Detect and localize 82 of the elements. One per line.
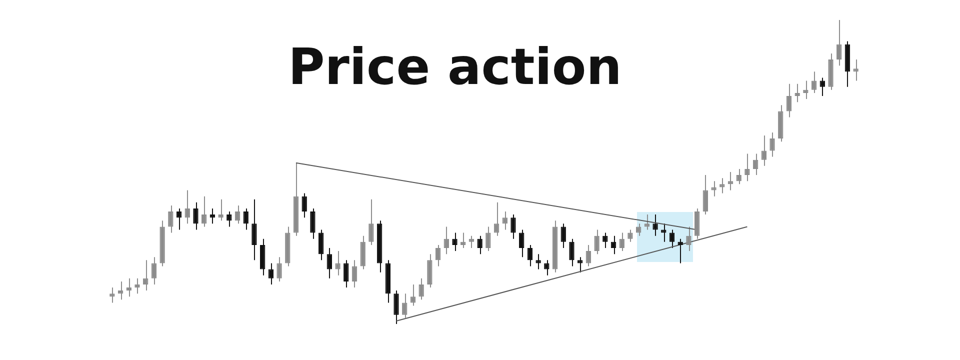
candlestick xyxy=(477,235,482,255)
candlestick xyxy=(527,244,533,267)
candlestick xyxy=(402,293,408,318)
candlestick xyxy=(210,208,216,224)
candlestick xyxy=(644,214,650,230)
candlestick xyxy=(318,229,324,261)
candlestick xyxy=(836,20,842,66)
candlestick xyxy=(686,226,692,252)
candlestick xyxy=(444,226,449,255)
candlestick xyxy=(628,229,633,242)
candlestick xyxy=(226,211,232,228)
candlestick xyxy=(310,208,316,240)
candlestick xyxy=(720,178,725,194)
candlestick xyxy=(352,260,358,288)
candlestick xyxy=(728,172,734,191)
candlestick xyxy=(711,180,716,197)
candlestick xyxy=(594,229,600,255)
candlestick xyxy=(636,223,642,236)
candlestick xyxy=(243,208,248,230)
candlestick xyxy=(126,278,132,298)
candlestick xyxy=(578,256,583,273)
candlestick xyxy=(168,204,174,234)
candlestick xyxy=(744,153,750,182)
candlestick xyxy=(118,280,124,300)
candlestick xyxy=(151,256,157,285)
candlestick xyxy=(811,71,817,94)
candlestick xyxy=(786,83,792,118)
candlestick xyxy=(494,202,500,236)
candlestick xyxy=(335,250,340,276)
candlestick xyxy=(510,214,516,240)
candlestick xyxy=(794,83,800,103)
candlestick xyxy=(460,232,466,248)
candlestick xyxy=(536,254,541,270)
candlestick xyxy=(218,198,224,222)
candlestick xyxy=(418,278,424,300)
candlestick xyxy=(560,223,566,248)
candlestick xyxy=(519,229,524,258)
candlestick xyxy=(694,208,700,240)
candlestick xyxy=(736,168,742,185)
candlestick xyxy=(360,235,366,270)
candlestick xyxy=(344,260,349,288)
candlestick xyxy=(302,192,307,218)
candlestick xyxy=(652,214,658,236)
candlestick xyxy=(260,238,266,276)
candlestick xyxy=(410,284,416,306)
candlestick xyxy=(803,80,808,100)
candlestick xyxy=(435,244,441,267)
candlestick xyxy=(502,211,508,230)
candlestick xyxy=(234,204,240,224)
candlestick xyxy=(134,278,140,294)
chart-title: Price action xyxy=(287,38,623,96)
candlestick xyxy=(176,208,182,230)
candlestick xyxy=(610,235,616,255)
candlestick xyxy=(468,235,474,248)
candlestick xyxy=(143,260,148,292)
candlestick xyxy=(110,287,115,304)
candlestick xyxy=(853,59,858,82)
candlestick xyxy=(752,153,758,176)
candlestick xyxy=(820,77,825,96)
candlestick xyxy=(586,244,592,267)
candlestick xyxy=(268,262,274,285)
candlestick xyxy=(619,232,624,252)
candlestick xyxy=(394,290,399,324)
candlestick xyxy=(276,256,282,282)
candlestick xyxy=(252,198,257,261)
candlestick xyxy=(770,132,775,158)
candlestick xyxy=(678,238,683,264)
candlestick xyxy=(427,254,432,288)
candlestick xyxy=(452,232,458,252)
candlestick xyxy=(193,202,198,230)
candlestick xyxy=(669,229,675,248)
candlestick xyxy=(569,238,574,267)
candlestick xyxy=(661,223,666,242)
candlestick xyxy=(368,198,374,246)
candlestick xyxy=(702,174,708,216)
candlestick xyxy=(761,135,766,166)
candlestick xyxy=(486,226,491,252)
candlestick xyxy=(202,196,207,228)
candlestick xyxy=(602,232,608,248)
candlestick xyxy=(326,248,332,279)
candlestick xyxy=(544,260,550,276)
candlestick xyxy=(184,190,190,224)
